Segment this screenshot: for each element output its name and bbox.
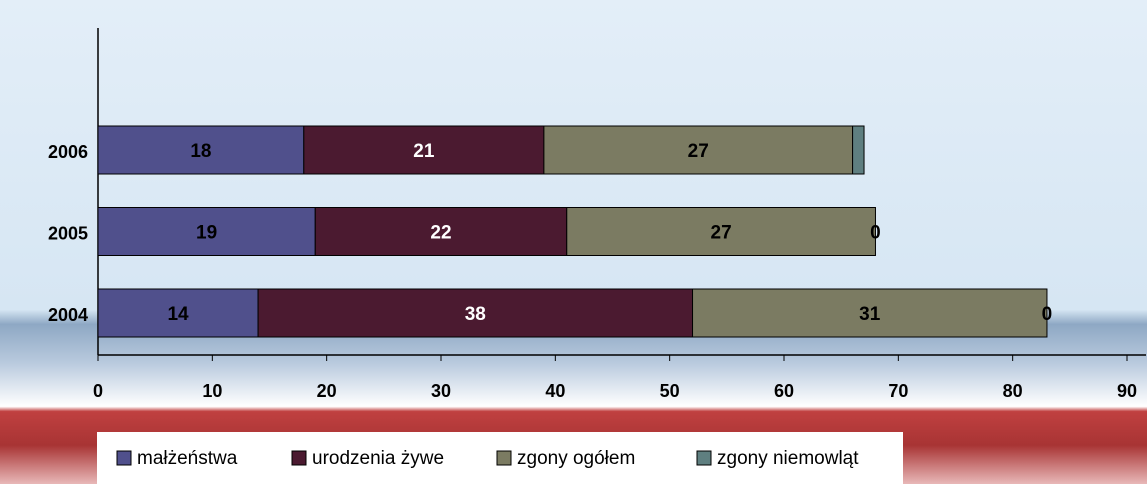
data-label: 14 [167, 304, 189, 325]
x-tick-label: 30 [431, 381, 451, 401]
bar-segment [257, 288, 694, 338]
x-tick-label: 50 [660, 381, 680, 401]
bar-segment [852, 125, 865, 175]
legend-swatch [291, 450, 307, 466]
x-tick-label: 0 [93, 381, 103, 401]
x-tick-label: 80 [1003, 381, 1023, 401]
bar-segment [543, 125, 854, 175]
legend-swatch [496, 450, 512, 466]
bar-segment [97, 207, 316, 256]
y-tick-label: 2005 [48, 223, 88, 243]
legend-label: zgony niemowląt [717, 448, 859, 469]
y-tick-label: 2006 [48, 142, 88, 162]
x-tick-label: 90 [1117, 381, 1137, 401]
data-label: 21 [413, 141, 435, 162]
data-label: 27 [688, 141, 709, 162]
bar-segment [566, 207, 876, 256]
data-label: 0 [870, 223, 881, 244]
y-tick-label: 2004 [48, 305, 88, 325]
bar-segment [303, 125, 545, 175]
x-tick-label: 60 [774, 381, 794, 401]
data-label: 0 [1042, 304, 1053, 325]
data-label: 22 [430, 223, 451, 244]
data-label: 38 [465, 304, 486, 325]
data-label: 19 [196, 223, 217, 244]
legend-swatch [116, 450, 132, 466]
data-label: 27 [711, 223, 732, 244]
legend-label: zgony ogółem [517, 448, 635, 469]
data-label: 31 [859, 304, 881, 325]
x-tick-label: 40 [545, 381, 565, 401]
legend-label: małżeństwa [137, 448, 238, 469]
x-tick-label: 20 [317, 381, 337, 401]
x-tick-label: 10 [202, 381, 222, 401]
x-tick-label: 70 [888, 381, 908, 401]
bar-segment [97, 288, 259, 338]
legend-label: urodzenia żywe [312, 448, 444, 469]
legend-swatch [696, 450, 712, 466]
bar-segment [97, 125, 305, 175]
data-label: 18 [190, 141, 211, 162]
bar-segment [692, 288, 1048, 338]
